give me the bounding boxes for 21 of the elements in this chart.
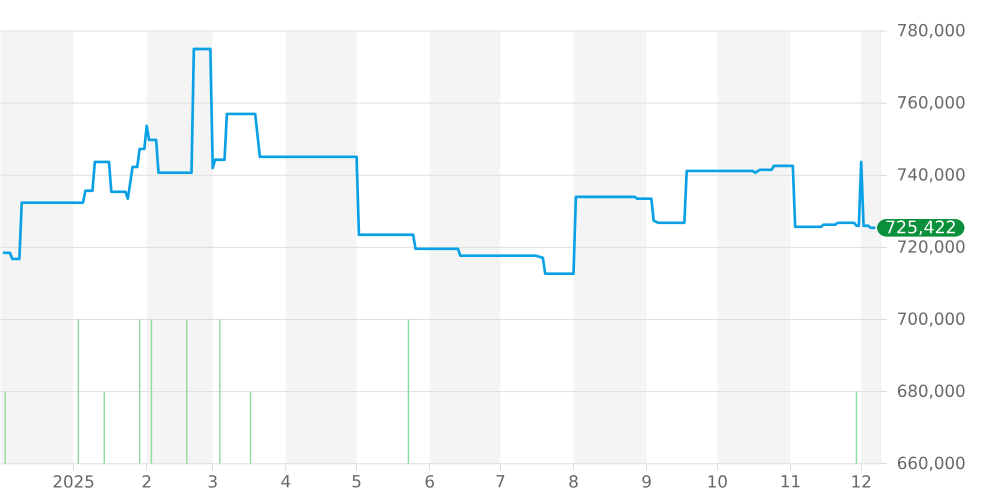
y-tick-label: 700,000 xyxy=(898,312,965,327)
x-tick-label: 10 xyxy=(708,475,727,488)
x-tick-label: 8 xyxy=(569,475,578,488)
x-tick-label: 9 xyxy=(642,475,651,488)
y-tick-label: 760,000 xyxy=(898,96,965,110)
annotation: 725,422 xyxy=(886,220,955,236)
y-tick-label: 780,000 xyxy=(898,24,965,38)
y-tick-label: 740,000 xyxy=(898,168,965,183)
x-tick-label: 4 xyxy=(281,475,290,488)
x-tick-label: 2 xyxy=(142,475,150,488)
y-tick-label: 680,000 xyxy=(898,384,965,399)
x-tick-label: 3 xyxy=(208,475,217,488)
x-tick-label: 11 xyxy=(782,475,800,488)
x-tick-label: 6 xyxy=(426,475,434,488)
y-tick-label: 720,000 xyxy=(898,240,965,255)
x-tick-label: 7 xyxy=(496,475,504,488)
x-tick-label: 5 xyxy=(352,475,360,488)
y-tick-label: 660,000 xyxy=(898,456,965,472)
x-tick-label: 12 xyxy=(852,475,870,488)
x-tick-label: 2025 xyxy=(54,475,94,488)
line-series xyxy=(2,48,877,276)
